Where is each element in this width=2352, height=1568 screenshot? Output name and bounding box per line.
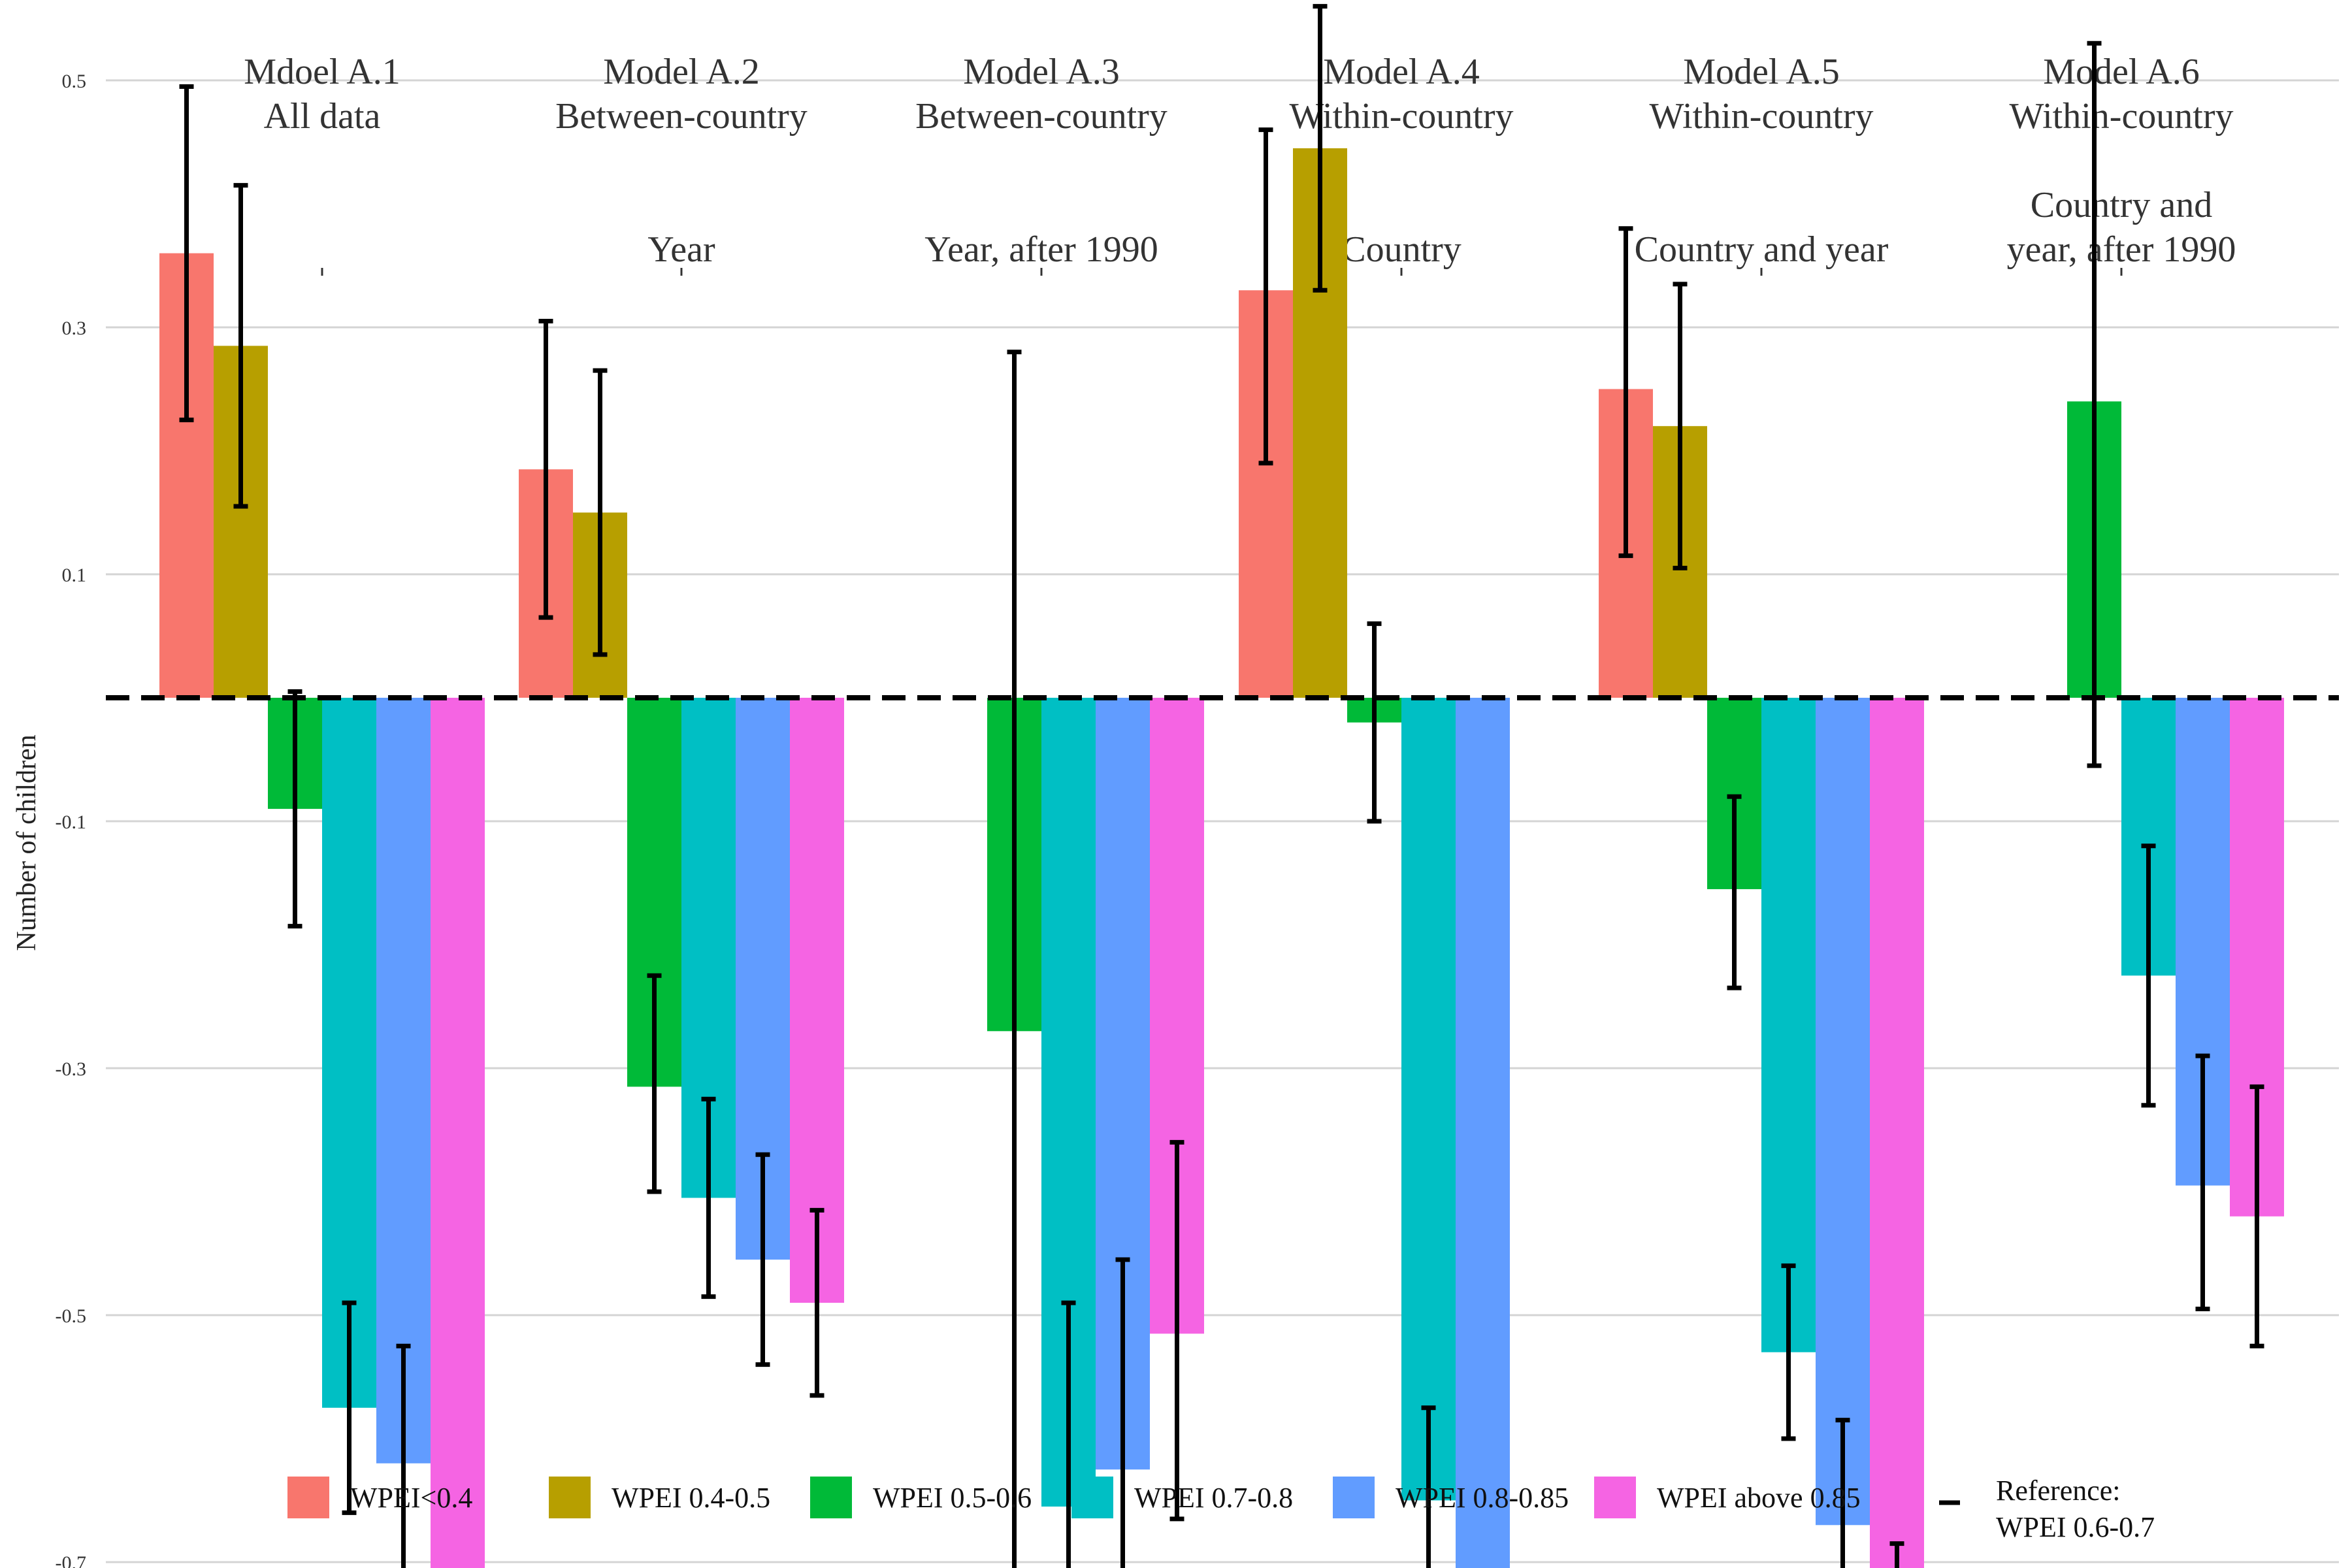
legend-label: WPEI<0.4 [350, 1482, 472, 1514]
error-bar [1673, 282, 1688, 571]
group-title: Model A.4 [1323, 52, 1480, 92]
error-bar [1618, 226, 1633, 559]
error-bar [1889, 1541, 1904, 1568]
error-bar [1727, 794, 1742, 990]
error-bar [1258, 127, 1273, 466]
bar [1816, 698, 1870, 1526]
legend-item: WPEI above 0.85 [1594, 1477, 1861, 1518]
legend-reference-label: WPEI 0.6-0.7 [1996, 1511, 2155, 1543]
error-bar [1781, 1263, 1796, 1441]
y-tick-label: -0.5 [56, 1305, 87, 1327]
group-condition-label: year, after 1990 [2007, 229, 2236, 270]
error-bar [179, 84, 194, 423]
bar [790, 698, 844, 1303]
group-condition-label: Country and [2031, 185, 2212, 225]
legend-reference-label: Reference: [1996, 1475, 2121, 1507]
error-bar [647, 973, 662, 1194]
group-title: Model A.5 [1683, 52, 1840, 92]
error-bar [233, 183, 248, 509]
bar [1761, 698, 1816, 1352]
legend-item: WPEI 0.5-0.6 [810, 1477, 1032, 1518]
group-subtitle: Within-country [1290, 96, 1514, 137]
group-condition-label: Country [1341, 229, 1462, 270]
error-bar [538, 319, 553, 620]
bar [1456, 698, 1510, 1568]
legend-item: WPEI 0.8-0.85 [1333, 1477, 1569, 1518]
error-bar [1313, 4, 1328, 293]
y-tick-label: 0.5 [62, 71, 87, 92]
error-bar [342, 1300, 357, 1515]
legend-swatch [549, 1477, 591, 1518]
group-subtitle: Within-country [1650, 96, 1874, 137]
error-bar [593, 368, 608, 657]
group-condition-label: Year [647, 229, 715, 270]
y-axis-title: Number of children [12, 734, 42, 951]
group-condition-label: Year, after 1990 [924, 229, 1158, 270]
y-tick-label: -0.1 [56, 811, 87, 833]
y-tick-label: 0.3 [62, 318, 87, 339]
legend-swatch [810, 1477, 852, 1518]
bar [1401, 698, 1456, 1501]
error-bars [179, 4, 2264, 1568]
group-subtitle: All data [264, 96, 381, 137]
bar [431, 698, 485, 1568]
error-bar [755, 1152, 770, 1367]
group-title: Model A.2 [603, 52, 760, 92]
error-bar [1007, 350, 1022, 1568]
error-bar [2087, 41, 2102, 768]
error-bar [287, 689, 302, 929]
y-tick-label: 0.1 [62, 564, 87, 586]
group-title: Model A.3 [963, 52, 1120, 92]
y-axis-ticks: 0.50.30.1-0.1-0.3-0.5-0.7-0.9-1.1 [56, 71, 87, 1568]
group-condition-label: Country and year [1635, 229, 1889, 270]
error-bar [701, 1096, 716, 1299]
legend-label: WPEI 0.4-0.5 [612, 1482, 770, 1514]
legend-item: WPEI 0.7-0.8 [1071, 1477, 1293, 1518]
legend-label: WPEI 0.7-0.8 [1134, 1482, 1293, 1514]
legend-label: WPEI above 0.85 [1657, 1482, 1861, 1514]
legend-label: WPEI 0.5-0.6 [873, 1482, 1032, 1514]
legend-swatch [287, 1477, 329, 1518]
error-bar [1835, 1418, 1850, 1568]
error-bar [1169, 1139, 1184, 1522]
bar [322, 698, 376, 1408]
error-bar [1421, 1405, 1436, 1568]
legend-swatch [1333, 1477, 1375, 1518]
bar [376, 698, 431, 1463]
bar [1870, 698, 1924, 1568]
error-bar [2195, 1053, 2210, 1312]
error-bar [809, 1207, 825, 1398]
legend-swatch [1071, 1477, 1113, 1518]
error-bar [1367, 621, 1382, 824]
legend-label: WPEI 0.8-0.85 [1396, 1482, 1569, 1514]
legend-item: WPEI 0.4-0.5 [549, 1477, 770, 1518]
group-subtitle: Between-country [915, 96, 1168, 137]
legend-item-reference: Reference: WPEI 0.6-0.7 [1939, 1475, 2155, 1543]
error-bar [2141, 843, 2156, 1108]
legend: WPEI<0.4 WPEI 0.4-0.5 WPEI 0.5-0.6 WPEI 0.7… [287, 1475, 2155, 1543]
legend-item: WPEI<0.4 [287, 1477, 472, 1518]
y-tick-label: -0.7 [56, 1552, 87, 1568]
group-title: Mdoel A.1 [244, 52, 400, 92]
bars [159, 148, 2284, 1568]
error-bar [1115, 1257, 1130, 1568]
error-bar [396, 1343, 411, 1568]
legend-swatch [1594, 1477, 1636, 1518]
y-tick-label: -0.3 [56, 1058, 87, 1080]
error-bar [2249, 1084, 2264, 1348]
group-subtitle: Within-country [2010, 96, 2234, 137]
error-bar [1061, 1300, 1076, 1568]
group-subtitle: Between-country [555, 96, 808, 137]
group-title: Model A.6 [2043, 52, 2200, 92]
